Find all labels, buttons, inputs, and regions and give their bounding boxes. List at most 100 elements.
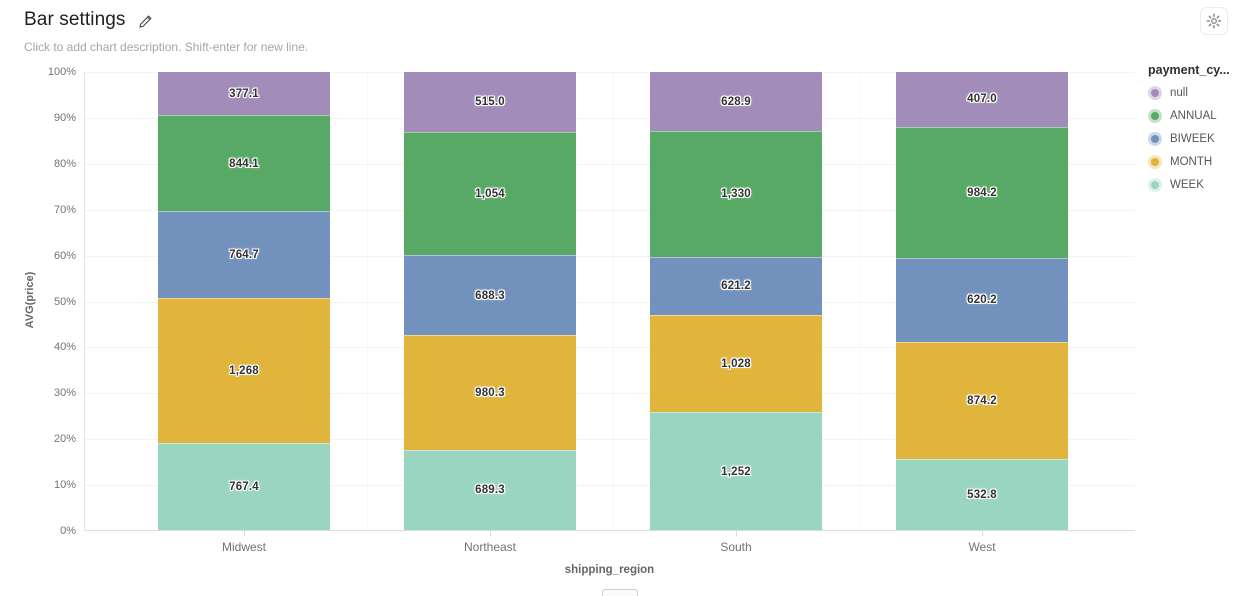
stacked-bar-south: 1,252 1,028 621.2 1,330 628.9 bbox=[650, 72, 822, 530]
legend-item-biweek[interactable]: BIWEEK bbox=[1148, 132, 1238, 146]
y-axis-tick: 20% bbox=[53, 433, 76, 446]
horizontal-gridline bbox=[85, 209, 1135, 211]
bar-segment-annual-south[interactable]: 1,330 bbox=[650, 131, 822, 257]
horizontal-gridline bbox=[85, 163, 1135, 165]
bar-segment-month-west[interactable]: 874.2 bbox=[896, 341, 1068, 459]
y-axis-tick: 40% bbox=[53, 341, 76, 354]
plot-area: 767.4 1,268 764.7 844.1 377.1 Midwest 689.3 980… bbox=[84, 72, 1135, 554]
bar-value-label: 407.0 bbox=[967, 93, 997, 106]
page-title[interactable]: Bar settings bbox=[24, 9, 126, 30]
horizontal-gridline bbox=[85, 301, 1135, 303]
category-band-northeast: 689.3 980.3 688.3 1,054 515.0 Northeast bbox=[367, 72, 613, 554]
bar-value-label: 1,268 bbox=[229, 364, 259, 377]
bar-value-label: 764.7 bbox=[229, 249, 259, 262]
category-band-midwest: 767.4 1,268 764.7 844.1 377.1 Midwest bbox=[121, 72, 367, 554]
legend-swatch-circle-icon bbox=[1148, 155, 1162, 169]
bar-value-label: 1,054 bbox=[475, 188, 505, 201]
legend: payment_cy... null ANNUAL BIWEEK MONTH WEEK bbox=[1148, 63, 1238, 192]
y-axis-tick: 70% bbox=[53, 203, 76, 216]
horizontal-gridline bbox=[85, 72, 1135, 73]
bar-value-label: 767.4 bbox=[229, 480, 259, 493]
header: Bar settings bbox=[24, 9, 153, 31]
bar-segment-month-south[interactable]: 1,028 bbox=[650, 315, 822, 413]
legend-label: ANNUAL bbox=[1170, 110, 1217, 122]
legend-swatch-circle-icon bbox=[1148, 132, 1162, 146]
legend-title: payment_cy... bbox=[1148, 63, 1230, 77]
settings-button[interactable] bbox=[1200, 7, 1228, 35]
legend-swatch-circle-icon bbox=[1148, 109, 1162, 123]
category-band-south: 1,252 1,028 621.2 1,330 628.9 South bbox=[613, 72, 859, 554]
bar-segment-biweek-west[interactable]: 620.2 bbox=[896, 258, 1068, 342]
y-axis-tick: 10% bbox=[53, 479, 76, 492]
legend-swatch-circle-icon bbox=[1148, 86, 1162, 100]
legend-item-week[interactable]: WEEK bbox=[1148, 178, 1238, 192]
x-axis-tick bbox=[736, 531, 737, 536]
x-axis-tick bbox=[982, 531, 983, 536]
bar-value-label: 1,028 bbox=[721, 358, 751, 371]
bar-value-label: 844.1 bbox=[229, 157, 259, 170]
bar-segment-null-south[interactable]: 628.9 bbox=[650, 72, 822, 132]
stacked-bar-northeast: 689.3 980.3 688.3 1,054 515.0 bbox=[404, 72, 576, 530]
legend-label: BIWEEK bbox=[1170, 133, 1215, 145]
legend-swatch-circle-icon bbox=[1148, 178, 1162, 192]
bar-value-label: 984.2 bbox=[967, 186, 997, 199]
x-axis-title: shipping_region bbox=[564, 564, 655, 576]
legend-label: MONTH bbox=[1170, 156, 1213, 168]
bar-segment-annual-west[interactable]: 984.2 bbox=[896, 126, 1068, 259]
chart-description-placeholder[interactable]: Click to add chart description. Shift-en… bbox=[24, 40, 309, 54]
bar-segment-null-midwest[interactable]: 377.1 bbox=[158, 72, 330, 115]
resize-handle[interactable] bbox=[602, 589, 638, 596]
y-axis-tick: 90% bbox=[53, 111, 76, 124]
bar-value-label: 628.9 bbox=[721, 95, 751, 108]
legend-items: null ANNUAL BIWEEK MONTH WEEK bbox=[1148, 86, 1238, 192]
bar-segment-week-west[interactable]: 532.8 bbox=[896, 458, 1068, 530]
bar-value-label: 1,330 bbox=[721, 188, 751, 201]
bar-segment-null-northeast[interactable]: 515.0 bbox=[404, 72, 576, 133]
horizontal-gridline bbox=[85, 393, 1135, 395]
legend-item-month[interactable]: MONTH bbox=[1148, 155, 1238, 169]
y-axis-tick: 80% bbox=[53, 157, 76, 170]
bar-segment-annual-midwest[interactable]: 844.1 bbox=[158, 114, 330, 212]
bar-segment-week-northeast[interactable]: 689.3 bbox=[404, 449, 576, 530]
horizontal-gridline bbox=[85, 255, 1135, 257]
pencil-icon[interactable] bbox=[138, 14, 153, 29]
bar-value-label: 620.2 bbox=[967, 294, 997, 307]
bar-segment-biweek-northeast[interactable]: 688.3 bbox=[404, 255, 576, 336]
y-axis-tick: 60% bbox=[53, 249, 76, 262]
x-axis-category-label: Northeast bbox=[463, 540, 517, 554]
bar-value-label: 1,252 bbox=[721, 465, 751, 478]
bar-segment-week-south[interactable]: 1,252 bbox=[650, 412, 822, 530]
gear-icon bbox=[1206, 13, 1222, 29]
bar-value-label: 874.2 bbox=[967, 394, 997, 407]
bar-value-label: 532.8 bbox=[967, 488, 997, 501]
y-axis-tick: 50% bbox=[53, 295, 76, 308]
bar-value-label: 689.3 bbox=[475, 484, 505, 497]
stacked-bar-west: 532.8 874.2 620.2 984.2 407.0 bbox=[896, 72, 1068, 530]
horizontal-gridline bbox=[85, 347, 1135, 349]
bar-value-label: 377.1 bbox=[229, 87, 259, 100]
x-axis-category-label: Midwest bbox=[221, 540, 266, 554]
legend-item-annual[interactable]: ANNUAL bbox=[1148, 109, 1238, 123]
bar-value-label: 688.3 bbox=[475, 289, 505, 302]
category-band-west: 532.8 874.2 620.2 984.2 407.0 West bbox=[859, 72, 1105, 554]
bar-segment-week-midwest[interactable]: 767.4 bbox=[158, 442, 330, 530]
bar-segment-null-west[interactable]: 407.0 bbox=[896, 72, 1068, 127]
horizontal-gridline bbox=[85, 439, 1135, 441]
bar-segment-month-northeast[interactable]: 980.3 bbox=[404, 335, 576, 450]
bar-segment-annual-northeast[interactable]: 1,054 bbox=[404, 132, 576, 256]
bars-container: 767.4 1,268 764.7 844.1 377.1 Midwest 689.3 980… bbox=[121, 72, 1105, 554]
legend-label: WEEK bbox=[1170, 179, 1204, 191]
horizontal-gridline bbox=[85, 485, 1135, 487]
bar-segment-biweek-south[interactable]: 621.2 bbox=[650, 256, 822, 316]
legend-item-null[interactable]: null bbox=[1148, 86, 1238, 100]
horizontal-gridline bbox=[85, 117, 1135, 119]
bar-value-label: 980.3 bbox=[475, 386, 505, 399]
y-axis-tick: 0% bbox=[60, 525, 76, 537]
bar-segment-biweek-midwest[interactable]: 764.7 bbox=[158, 211, 330, 299]
x-axis-category-label: South bbox=[720, 540, 752, 554]
y-axis-tick: 100% bbox=[47, 66, 76, 78]
legend-label: null bbox=[1170, 87, 1188, 99]
bar-value-label: 515.0 bbox=[475, 96, 505, 109]
bar-segment-month-midwest[interactable]: 1,268 bbox=[158, 298, 330, 443]
